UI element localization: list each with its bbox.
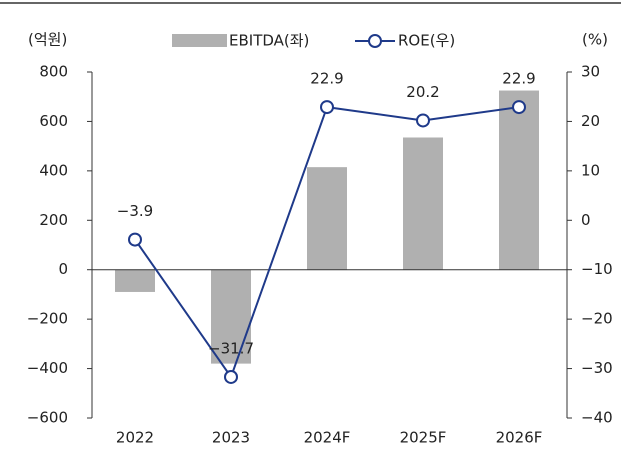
legend-swatch	[172, 34, 227, 47]
data-label: −3.9	[117, 202, 153, 220]
y2-tick-label: −20	[581, 310, 613, 328]
legend-marker	[368, 34, 382, 48]
y-tick-label: 200	[39, 211, 68, 229]
y-tick-label: 0	[58, 260, 68, 278]
y-tick-label: 400	[39, 161, 68, 179]
data-label: 20.2	[406, 83, 439, 101]
y-axis-title: (억원)	[28, 31, 67, 49]
y2-tick-label: −40	[581, 409, 613, 427]
y-tick-label: 800	[39, 63, 68, 81]
marker	[320, 100, 334, 115]
bar	[211, 269, 251, 364]
y2-tick-label: 20	[581, 112, 600, 130]
y-tick-label: −600	[27, 409, 68, 427]
marker	[512, 100, 526, 115]
y-tick-label: −400	[27, 359, 68, 377]
y2-tick-label: 30	[581, 63, 600, 81]
y2-axis-title: (%)	[582, 31, 608, 49]
marker	[128, 232, 142, 247]
legend-label: EBITDA(좌)	[229, 32, 309, 50]
bar	[499, 90, 539, 270]
bar	[115, 269, 155, 292]
x-tick-label: 2025F	[400, 429, 447, 447]
data-label: 22.9	[310, 70, 343, 88]
y-tick-label: −200	[27, 310, 68, 328]
y2-tick-label: 10	[581, 161, 600, 179]
y2-tick-label: −10	[581, 260, 613, 278]
y-tick-label: 600	[39, 112, 68, 130]
y2-tick-label: −30	[581, 359, 613, 377]
x-tick-label: 2024F	[304, 429, 351, 447]
data-label: 22.9	[502, 70, 535, 88]
bar	[403, 137, 443, 270]
x-tick-label: 2026F	[496, 429, 543, 447]
marker	[224, 369, 238, 384]
bar	[307, 167, 347, 270]
marker	[416, 113, 430, 128]
y2-tick-label: 0	[581, 211, 591, 229]
data-label: −31.7	[208, 339, 254, 357]
x-tick-label: 2023	[212, 429, 250, 447]
x-tick-label: 2022	[116, 429, 154, 447]
legend-label: ROE(우)	[398, 32, 455, 50]
